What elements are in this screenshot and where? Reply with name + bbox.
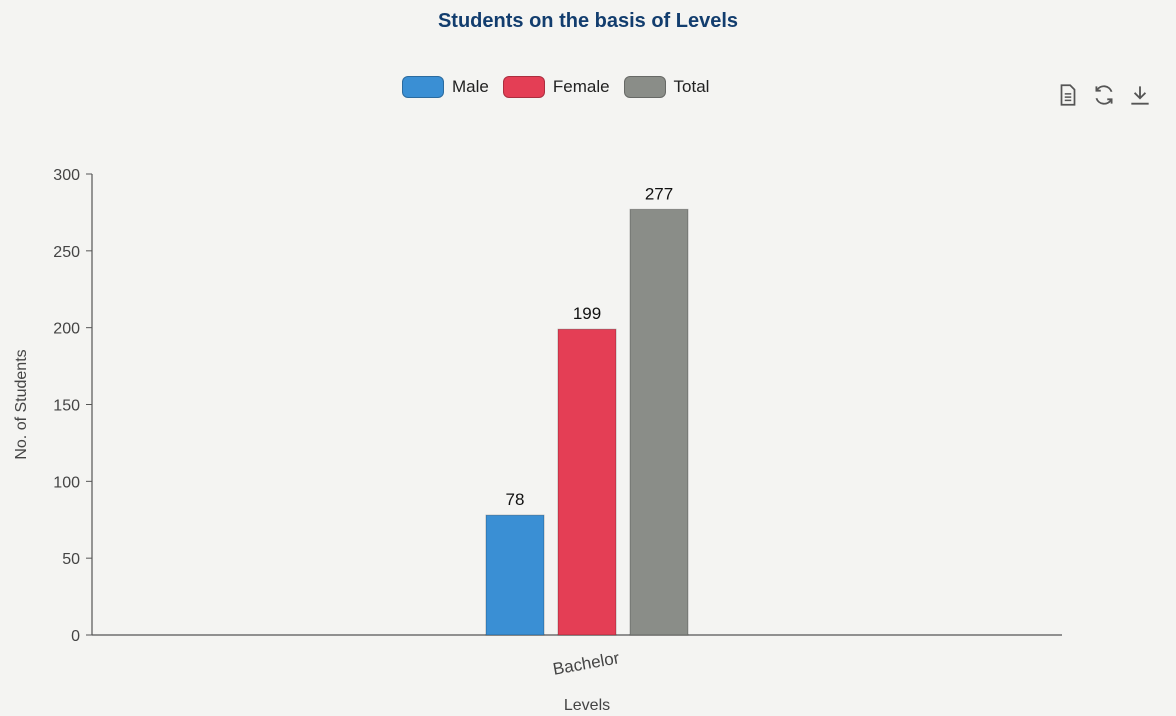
chart-legend: Male Female Total [402,76,709,98]
y-axis-label: No. of Students [13,349,30,459]
legend-swatch-female [502,76,545,98]
chart-title: Students on the basis of Levels [437,10,739,32]
bar-total [629,208,689,636]
document-icon[interactable] [1055,82,1081,108]
bar-female [557,328,617,636]
x-tick-label: Bachelor [551,648,621,678]
y-tick-label: 100 [53,474,80,491]
bar-male [485,514,545,636]
legend-item-female[interactable]: Female [502,76,610,98]
data-label-female: 199 [573,304,601,323]
y-tick-label: 0 [71,628,80,645]
download-icon[interactable] [1127,82,1153,108]
refresh-icon[interactable] [1091,82,1117,108]
legend-item-male[interactable]: Male [402,76,489,98]
legend-label-total: Total [673,77,710,96]
y-tick-label: 200 [53,321,80,338]
legend-item-total[interactable]: Total [623,76,710,98]
data-label-male: 78 [506,490,525,509]
y-tick-label: 300 [53,167,80,184]
y-tick-label: 250 [53,244,80,261]
legend-label-male: Male [452,77,489,96]
legend-label-female: Female [552,77,610,96]
x-axis-label: Levels [564,697,610,714]
legend-swatch-total [623,76,666,98]
y-tick-label: 150 [53,398,80,415]
chart-toolbar [1055,82,1153,108]
data-label-total: 277 [645,184,673,203]
legend-swatch-male [402,76,444,98]
y-tick-label: 50 [62,551,80,568]
